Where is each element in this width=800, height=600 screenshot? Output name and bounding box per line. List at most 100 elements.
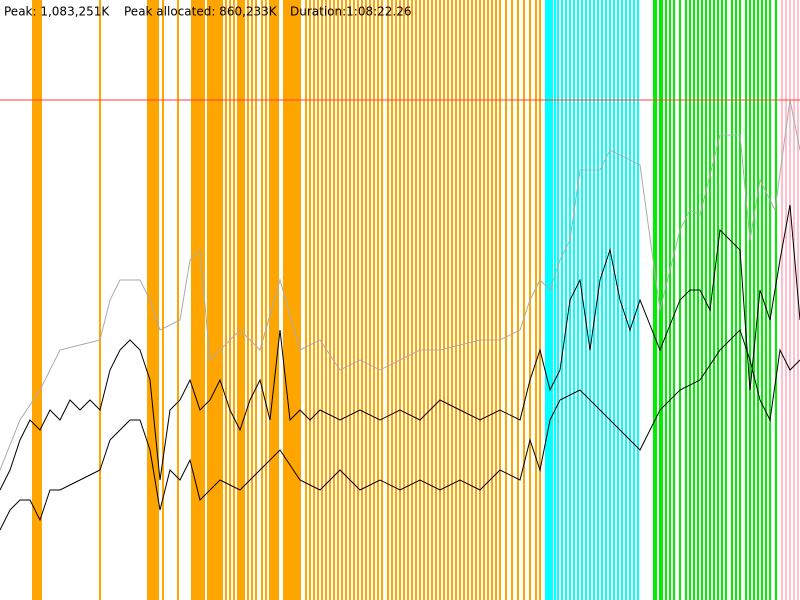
event-bar: [669, 0, 671, 600]
event-bar: [177, 0, 179, 600]
event-bar: [621, 0, 623, 600]
event-bar: [545, 0, 547, 600]
event-bar: [287, 0, 289, 600]
event-bar: [443, 0, 445, 600]
event-bar: [523, 0, 525, 600]
event-bar: [239, 0, 241, 600]
event-bar: [653, 0, 655, 600]
event-bar: [589, 0, 591, 600]
event-bar: [229, 0, 231, 600]
event-bar: [155, 0, 157, 600]
event-bar: [617, 0, 619, 600]
event-bar: [162, 0, 164, 600]
event-bar: [221, 0, 223, 600]
event-bar: [209, 0, 211, 600]
event-bar: [487, 0, 489, 600]
event-bar: [717, 0, 719, 600]
event-bar: [593, 0, 595, 600]
event-bar: [345, 0, 347, 600]
event-bar: [613, 0, 615, 600]
event-bar: [673, 0, 675, 600]
event-bar: [427, 0, 429, 600]
event-bar: [213, 0, 215, 600]
event-bar: [709, 0, 711, 600]
event-bar: [199, 0, 201, 600]
event-bar: [693, 0, 695, 600]
event-bar: [739, 0, 741, 600]
event-bar: [705, 0, 707, 600]
event-bar: [659, 0, 661, 600]
event-bar: [325, 0, 327, 600]
event-bar: [609, 0, 611, 600]
event-bar: [269, 0, 271, 600]
event-bar: [455, 0, 457, 600]
event-bar: [361, 0, 363, 600]
event-bar: [749, 0, 751, 600]
event-bar: [357, 0, 359, 600]
event-bar: [731, 0, 733, 600]
event-bar: [211, 0, 213, 600]
event-bar: [601, 0, 603, 600]
event-bar: [157, 0, 159, 600]
event-bar: [349, 0, 351, 600]
event-bar: [151, 0, 153, 600]
event-bar: [597, 0, 599, 600]
event-bar: [271, 0, 273, 600]
event-bar: [665, 0, 667, 600]
event-bar: [207, 0, 209, 600]
event-bar: [34, 0, 36, 600]
event-bar: [277, 0, 279, 600]
event-bar: [293, 0, 295, 600]
event-bar: [505, 0, 507, 600]
event-bar: [735, 0, 737, 600]
event-bar: [745, 0, 747, 600]
event-bar: [775, 0, 777, 600]
event-bar: [725, 0, 727, 600]
event-bar: [305, 0, 307, 600]
event-bar: [577, 0, 579, 600]
event-bar: [233, 0, 235, 600]
header-label: Peak: 1,083,251K: [4, 5, 110, 19]
event-bar: [321, 0, 323, 600]
event-bar: [225, 0, 227, 600]
event-bar: [291, 0, 293, 600]
event-bar: [561, 0, 563, 600]
event-bar: [439, 0, 441, 600]
event-bar: [99, 0, 101, 600]
event-bar: [475, 0, 477, 600]
event-bar: [241, 0, 243, 600]
event-bar: [191, 0, 193, 600]
event-bar: [419, 0, 421, 600]
event-bar: [201, 0, 203, 600]
event-bar: [147, 0, 149, 600]
event-bar: [757, 0, 759, 600]
event-bar: [573, 0, 575, 600]
event-bar: [463, 0, 465, 600]
event-bar: [195, 0, 197, 600]
event-bar: [785, 0, 787, 600]
event-bar: [317, 0, 319, 600]
event-bar: [625, 0, 627, 600]
event-bar: [554, 0, 556, 600]
event-bar: [761, 0, 763, 600]
event-bar: [713, 0, 715, 600]
event-bar: [153, 0, 155, 600]
heap-line: [0, 329, 800, 531]
event-bar: [373, 0, 375, 600]
event-bar: [337, 0, 339, 600]
event-bar: [219, 0, 221, 600]
event-bar: [551, 0, 553, 600]
event-bar: [459, 0, 461, 600]
event-bar: [299, 0, 301, 600]
event-bar: [781, 0, 783, 600]
event-bar: [32, 0, 34, 600]
event-bar: [261, 0, 263, 600]
event-bar: [423, 0, 425, 600]
event-bar: [411, 0, 413, 600]
event-bar: [353, 0, 355, 600]
event-bar: [377, 0, 379, 600]
event-bar: [539, 0, 541, 600]
event-bar: [197, 0, 199, 600]
